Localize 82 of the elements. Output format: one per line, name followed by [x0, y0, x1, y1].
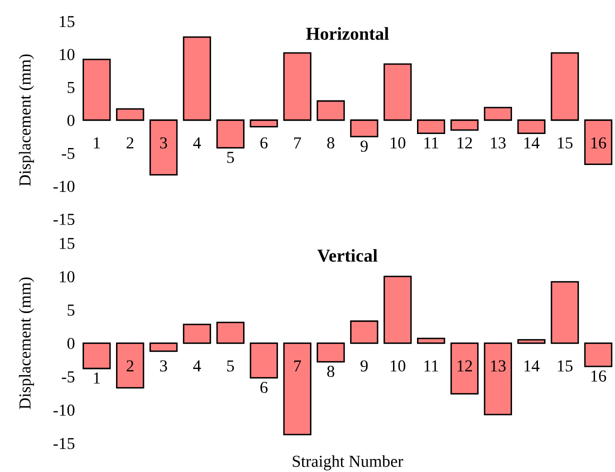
y-tick-label: 10 — [60, 48, 74, 60]
x-tick-label: 7 — [294, 137, 301, 148]
y-tick-label: 0 — [67, 114, 74, 126]
chart-title: Horizontal — [306, 27, 389, 40]
x-tick-label: 15 — [558, 137, 573, 149]
bar — [283, 342, 312, 436]
bar — [350, 320, 378, 344]
x-tick-label: 16 — [591, 137, 606, 149]
bar — [116, 108, 144, 121]
x-axis-title: Straight Number — [292, 455, 404, 470]
x-tick-label: 5 — [227, 360, 234, 372]
x-tick-label: 6 — [260, 382, 268, 394]
y-axis-title: Displacement (mm) — [18, 277, 34, 410]
bar — [517, 119, 546, 134]
x-tick-label: 7 — [294, 360, 301, 372]
bar — [384, 63, 412, 121]
bar — [116, 342, 144, 389]
x-tick-label: 3 — [160, 360, 168, 372]
x-tick-label: 14 — [524, 360, 540, 372]
chart-title: Vertical — [317, 249, 378, 262]
bar — [417, 338, 446, 344]
y-tick-label: -5 — [62, 148, 74, 160]
x-tick-label: 2 — [126, 360, 134, 372]
y-tick-label: 15 — [60, 238, 74, 250]
y-tick-label: -10 — [53, 404, 74, 416]
bar — [250, 119, 278, 128]
x-tick-label: 1 — [94, 137, 100, 148]
bar — [316, 100, 345, 121]
bar — [82, 58, 111, 121]
y-tick-label: 5 — [68, 304, 74, 316]
x-tick-label: 13 — [491, 137, 506, 149]
bar — [182, 36, 212, 121]
bar — [316, 342, 345, 363]
x-tick-label: 2 — [126, 137, 134, 148]
bar — [350, 119, 378, 138]
bar — [182, 324, 212, 344]
bar — [584, 119, 612, 165]
x-tick-label: 14 — [524, 137, 540, 148]
y-tick-label: 5 — [68, 82, 74, 94]
y-tick-label: 0 — [67, 338, 74, 350]
x-tick-label: 15 — [558, 360, 573, 372]
x-tick-label: 3 — [160, 137, 168, 149]
bar — [149, 342, 178, 352]
x-tick-label: 12 — [458, 360, 472, 372]
bar — [384, 276, 412, 344]
bar — [450, 119, 479, 131]
y-tick-label: -15 — [53, 214, 74, 225]
x-tick-label: 6 — [260, 137, 268, 149]
bar — [283, 52, 312, 121]
x-tick-label: 10 — [390, 360, 406, 372]
x-tick-label: 4 — [193, 137, 201, 148]
y-tick-label: 10 — [60, 271, 74, 282]
bar — [550, 281, 579, 344]
x-tick-label: 11 — [424, 360, 438, 372]
x-tick-label: 11 — [424, 137, 438, 148]
y-tick-label: -15 — [53, 438, 74, 450]
x-tick-label: 13 — [491, 360, 506, 372]
x-tick-label: 9 — [360, 140, 368, 152]
x-tick-label: 4 — [193, 360, 201, 372]
bar — [584, 342, 612, 368]
x-tick-label: 8 — [327, 137, 334, 149]
bar — [82, 342, 111, 370]
y-axis-title: Displacement (mm) — [18, 54, 34, 186]
x-tick-label: 8 — [327, 366, 334, 378]
bar — [149, 119, 178, 176]
bar — [550, 52, 579, 121]
x-tick-label: 12 — [458, 137, 472, 148]
y-tick-label: 15 — [60, 16, 74, 28]
y-tick-label: -5 — [62, 371, 74, 382]
x-tick-label: 10 — [390, 137, 406, 149]
x-tick-label: 1 — [94, 372, 100, 384]
x-tick-label: 16 — [591, 370, 606, 382]
y-tick-label: -10 — [53, 180, 74, 192]
bar — [484, 342, 512, 416]
bar — [250, 342, 278, 379]
bar — [450, 342, 479, 395]
bar — [216, 322, 245, 344]
bar — [417, 119, 446, 134]
bar — [216, 119, 245, 149]
bar — [484, 106, 512, 121]
x-tick-label: 9 — [360, 360, 368, 372]
bar — [517, 339, 546, 344]
